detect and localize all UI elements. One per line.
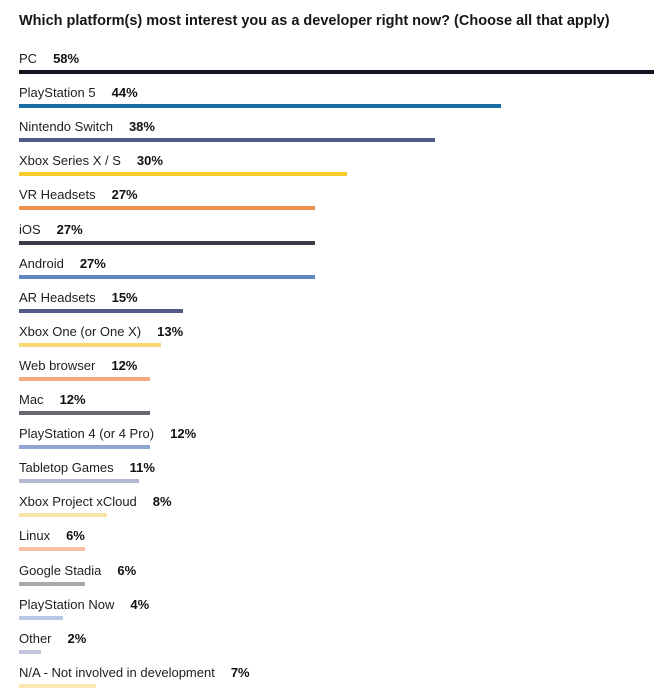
data-label: 38% — [128, 119, 155, 135]
bar-label: Xbox Series X / S 30% — [19, 153, 163, 169]
bar — [19, 138, 436, 143]
data-label: 27% — [56, 221, 83, 237]
category-label: AR Headsets — [19, 289, 96, 305]
category-label: Mac — [19, 392, 44, 407]
bar-label: Other 2% — [19, 631, 86, 647]
data-label: 30% — [136, 153, 163, 169]
bar — [19, 479, 140, 484]
bar — [19, 547, 85, 552]
bar-row: N/A - Not involved in development 7% — [0, 665, 658, 699]
data-label: 4% — [130, 596, 150, 612]
bar-label: PlayStation 5 44% — [19, 85, 138, 101]
category-label: N/A - Not involved in development — [19, 664, 215, 680]
bar-row: PlayStation 4 (or 4 Pro) 12% — [0, 426, 658, 460]
category-label: Xbox Project xCloud — [19, 494, 137, 510]
bar-label: Mac 12% — [19, 392, 86, 408]
bar-label: Xbox One (or One X) 13% — [19, 324, 183, 340]
bar — [19, 683, 96, 688]
bar-row: Google Stadia 6% — [0, 563, 658, 597]
bar — [19, 376, 151, 381]
bar-row: Web browser 12% — [0, 358, 658, 392]
data-label: 13% — [157, 323, 184, 339]
bar-label: Linux 6% — [19, 528, 85, 544]
data-label: 7% — [230, 664, 250, 680]
data-label: 58% — [53, 51, 80, 66]
category-label: Android — [19, 255, 64, 271]
category-label: Xbox One (or One X) — [19, 323, 142, 339]
bar-row: PC 58% — [0, 51, 658, 85]
bar — [19, 70, 654, 74]
bar-label: PlayStation 4 (or 4 Pro) 12% — [19, 426, 196, 442]
category-label: PlayStation 4 (or 4 Pro) — [19, 426, 155, 442]
data-label: 8% — [152, 494, 172, 510]
data-label: 2% — [67, 630, 87, 646]
bar-row: Xbox Project xCloud 8% — [0, 494, 658, 528]
category-label: Other — [19, 630, 52, 646]
data-label: 12% — [170, 426, 197, 442]
category-label: PC — [19, 51, 38, 66]
bar-row: PlayStation Now 4% — [0, 597, 658, 631]
bar-label: iOS 27% — [19, 222, 83, 238]
data-label: 11% — [129, 460, 155, 476]
category-label: Google Stadia — [19, 562, 102, 578]
bar-row: Mac 12% — [0, 392, 658, 426]
bar-row: Tabletop Games 11% — [0, 460, 658, 494]
category-label: Linux — [19, 528, 51, 544]
bar — [19, 649, 41, 654]
data-label: 27% — [79, 255, 106, 271]
category-label: Web browser — [19, 357, 96, 373]
bar-label: N/A - Not involved in development 7% — [19, 665, 250, 681]
bar — [19, 342, 162, 347]
data-label: 12% — [111, 357, 138, 373]
bar — [19, 206, 315, 211]
category-label: VR Headsets — [19, 187, 96, 203]
category-label: PlayStation Now — [19, 596, 115, 612]
bar-row: Other 2% — [0, 631, 658, 665]
bar-label: AR Headsets 15% — [19, 290, 138, 306]
data-label: 27% — [111, 187, 138, 203]
bar-label: Web browser 12% — [19, 358, 137, 374]
chart-title: Which platform(s) most interest you as a… — [19, 13, 610, 29]
bar — [19, 308, 184, 313]
bar-row: PlayStation 5 44% — [0, 85, 658, 119]
bar-row: Android 27% — [0, 256, 658, 290]
bar — [19, 581, 85, 586]
bar — [19, 274, 315, 279]
category-label: iOS — [19, 221, 41, 237]
bar-row: Linux 6% — [0, 528, 658, 562]
bar-label: Xbox Project xCloud 8% — [19, 494, 172, 510]
bar-label: VR Headsets 27% — [19, 187, 138, 203]
category-label: Xbox Series X / S — [19, 153, 121, 169]
bar-label: PlayStation Now 4% — [19, 597, 149, 613]
bar — [19, 513, 107, 518]
data-label: 6% — [66, 528, 85, 544]
bar-row: iOS 27% — [0, 222, 658, 256]
data-label: 12% — [59, 392, 86, 407]
category-label: Nintendo Switch — [19, 119, 113, 135]
bar-row: Xbox One (or One X) 13% — [0, 324, 658, 358]
bar-row: AR Headsets 15% — [0, 290, 658, 324]
data-label: 44% — [111, 85, 138, 101]
bar — [19, 104, 501, 109]
bar-label: Google Stadia 6% — [19, 563, 136, 579]
bar — [19, 445, 151, 450]
bar-row: VR Headsets 27% — [0, 187, 658, 221]
category-label: Tabletop Games — [19, 460, 114, 476]
bar — [19, 411, 151, 415]
bar — [19, 615, 63, 620]
bar — [19, 172, 348, 177]
bar-label: PC 58% — [19, 51, 79, 67]
bar-label: Nintendo Switch 38% — [19, 119, 155, 135]
category-label: PlayStation 5 — [19, 85, 96, 101]
bar-row: Nintendo Switch 38% — [0, 119, 658, 153]
bar-label: Tabletop Games 11% — [19, 460, 155, 476]
bar — [19, 240, 315, 245]
bar-row: Xbox Series X / S 30% — [0, 153, 658, 187]
data-label: 15% — [111, 289, 138, 305]
bar-label: Android 27% — [19, 256, 106, 272]
data-label: 6% — [117, 562, 137, 578]
